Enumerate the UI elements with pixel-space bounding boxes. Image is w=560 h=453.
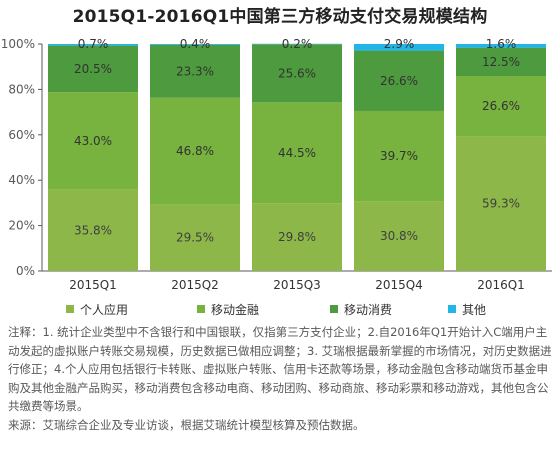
bar-segment xyxy=(252,44,342,103)
legend-swatch xyxy=(448,305,456,313)
bar-segment xyxy=(252,203,342,271)
x-tick-label: 2016Q1 xyxy=(477,278,525,292)
y-tick-label: 40% xyxy=(8,173,35,187)
legend-item: 其他 xyxy=(448,301,486,318)
legend-swatch xyxy=(66,305,74,313)
bar-segment xyxy=(48,44,138,46)
x-tick-label: 2015Q4 xyxy=(375,278,423,292)
data-label: 20.5% xyxy=(74,62,112,76)
bar-segment xyxy=(456,76,546,137)
data-label: 23.3% xyxy=(176,64,214,78)
data-label: 29.8% xyxy=(278,230,316,244)
bar-segment xyxy=(456,136,546,271)
bar-segment xyxy=(48,189,138,271)
data-label: 0.4% xyxy=(180,37,211,51)
chart-legend: 个人应用 移动金融 移动消费 其他 xyxy=(0,301,560,319)
data-label: 39.7% xyxy=(380,149,418,163)
stacked-bar-chart: 0% 20% 40% 60% 80% 100% 35.8% 43.0% 20.5% 0.7% 201… xyxy=(1,37,552,292)
legend-item: 移动消费 xyxy=(330,301,392,318)
data-label: 1.6% xyxy=(486,37,517,51)
bar-segment xyxy=(354,44,444,51)
chart-title: 2015Q1-2016Q1中国第三方移动支付交易规模结构 xyxy=(72,7,488,27)
data-label: 30.8% xyxy=(380,229,418,243)
note-annotation: 注释：1. 统计企业类型中不含银行和中国银联，仅指第三方支付企业；2.自2016… xyxy=(8,325,552,413)
y-tick-label: 100% xyxy=(1,37,35,51)
bar-segment xyxy=(150,44,240,45)
legend-item: 移动金融 xyxy=(197,301,259,318)
bar-segment xyxy=(354,110,444,202)
data-label: 26.6% xyxy=(482,99,520,113)
data-label: 44.5% xyxy=(278,146,316,160)
x-tick-label: 2015Q1 xyxy=(69,278,117,292)
legend-swatch xyxy=(197,305,205,313)
data-label: 26.6% xyxy=(380,74,418,88)
y-tick-label: 60% xyxy=(8,128,35,142)
x-tick-label: 2015Q3 xyxy=(273,278,321,292)
y-tick-label: 20% xyxy=(8,219,35,233)
y-tick-label: 80% xyxy=(8,82,35,96)
bar-segment xyxy=(150,97,240,205)
data-label: 35.8% xyxy=(74,223,112,237)
bar-segment xyxy=(150,44,240,98)
data-label: 43.0% xyxy=(74,134,112,148)
legend-label: 其他 xyxy=(462,303,487,317)
bar-segment xyxy=(456,47,546,77)
bar-segment xyxy=(48,45,138,93)
data-label: 2.9% xyxy=(384,37,415,51)
legend-item: 个人应用 xyxy=(66,301,128,318)
data-label: 12.5% xyxy=(482,55,520,69)
bar-segment xyxy=(354,201,444,271)
legend-label: 移动消费 xyxy=(344,303,393,317)
bar-segment xyxy=(456,44,546,48)
data-label: 59.3% xyxy=(482,197,520,211)
bar-segment xyxy=(48,92,138,190)
note-source: 来源：艾瑞综合企业及专业访谈，根据艾瑞统计模型核算及预估数据。 xyxy=(8,417,365,432)
y-tick-label: 0% xyxy=(16,264,35,278)
data-label: 46.8% xyxy=(176,144,214,158)
bar-segment xyxy=(354,50,444,111)
chart-notes: 注释：1. 统计企业类型中不含银行和中国银联，仅指第三方支付企业；2.自2016… xyxy=(8,323,554,434)
data-label: 25.6% xyxy=(278,66,316,80)
x-tick-label: 2015Q2 xyxy=(171,278,219,292)
data-label: 0.7% xyxy=(78,37,109,51)
data-label: 0.2% xyxy=(282,37,313,51)
bar-segment xyxy=(252,102,342,204)
bar-segment xyxy=(150,204,240,271)
legend-swatch xyxy=(330,305,338,313)
legend-label: 个人应用 xyxy=(80,303,129,317)
data-label: 29.5% xyxy=(176,231,214,245)
legend-label: 移动金融 xyxy=(211,303,260,317)
